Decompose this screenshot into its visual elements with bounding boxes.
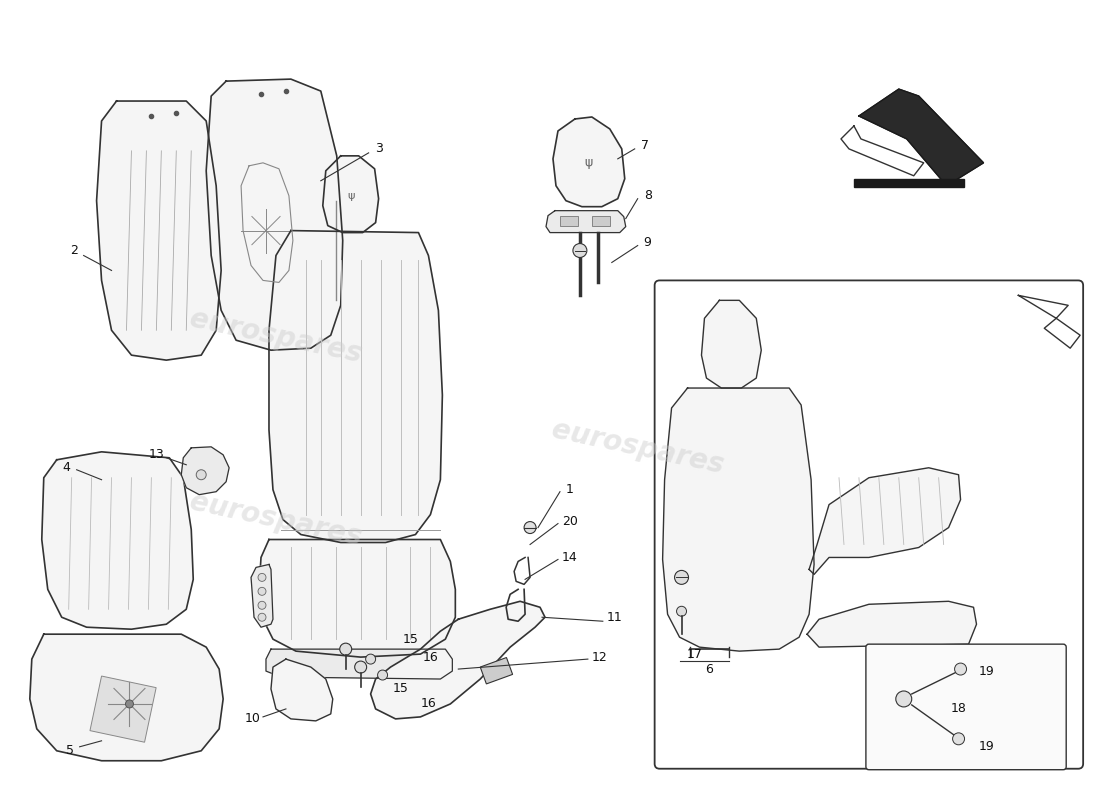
- Circle shape: [895, 691, 912, 707]
- Polygon shape: [702, 300, 761, 388]
- Polygon shape: [30, 634, 223, 761]
- Text: ψ: ψ: [346, 190, 354, 201]
- Polygon shape: [251, 565, 273, 627]
- Circle shape: [573, 243, 587, 258]
- Circle shape: [258, 587, 266, 595]
- Polygon shape: [266, 649, 452, 679]
- Polygon shape: [810, 468, 960, 574]
- Bar: [90, 676, 156, 742]
- Text: 20: 20: [562, 515, 578, 528]
- Polygon shape: [553, 117, 625, 206]
- Circle shape: [955, 663, 967, 675]
- Text: eurospares: eurospares: [187, 304, 365, 368]
- Text: 15: 15: [403, 633, 418, 646]
- Text: 1: 1: [566, 483, 574, 496]
- Text: eurospares: eurospares: [549, 416, 726, 480]
- Polygon shape: [206, 79, 343, 350]
- Bar: [560, 216, 578, 226]
- Text: 2: 2: [69, 244, 78, 257]
- Text: 9: 9: [644, 236, 651, 249]
- Text: 18: 18: [950, 702, 967, 715]
- FancyBboxPatch shape: [654, 281, 1084, 769]
- Text: 8: 8: [644, 190, 651, 202]
- Polygon shape: [271, 659, 333, 721]
- Text: 19: 19: [979, 665, 994, 678]
- Text: eurospares: eurospares: [187, 488, 365, 551]
- Circle shape: [258, 602, 266, 610]
- Polygon shape: [322, 156, 378, 233]
- Circle shape: [676, 606, 686, 616]
- Text: 3: 3: [375, 142, 383, 155]
- Text: 5: 5: [66, 744, 74, 758]
- Text: 4: 4: [63, 462, 70, 474]
- Polygon shape: [270, 230, 442, 542]
- Text: 11: 11: [607, 610, 623, 624]
- Circle shape: [674, 570, 689, 584]
- Text: 6: 6: [705, 662, 714, 675]
- Polygon shape: [842, 126, 924, 176]
- Polygon shape: [662, 388, 814, 651]
- Polygon shape: [859, 89, 983, 186]
- Circle shape: [258, 614, 266, 622]
- Circle shape: [340, 643, 352, 655]
- Polygon shape: [371, 602, 544, 719]
- Polygon shape: [1019, 295, 1080, 348]
- Circle shape: [365, 654, 375, 664]
- Polygon shape: [182, 447, 229, 494]
- Bar: [481, 658, 513, 684]
- Circle shape: [258, 574, 266, 582]
- Text: ψ: ψ: [585, 156, 593, 170]
- Bar: [592, 216, 609, 226]
- Text: 16: 16: [422, 650, 438, 664]
- Polygon shape: [97, 101, 221, 360]
- Circle shape: [125, 700, 133, 708]
- Text: 7: 7: [640, 139, 649, 152]
- Text: 10: 10: [245, 712, 261, 726]
- Polygon shape: [546, 210, 626, 233]
- FancyBboxPatch shape: [866, 644, 1066, 770]
- Circle shape: [354, 661, 366, 673]
- Circle shape: [953, 733, 965, 745]
- Polygon shape: [807, 602, 977, 647]
- Text: 14: 14: [562, 551, 578, 564]
- Circle shape: [524, 522, 536, 534]
- Text: 16: 16: [420, 698, 437, 710]
- Text: 15: 15: [393, 682, 408, 695]
- Polygon shape: [258, 539, 455, 657]
- Text: 19: 19: [979, 740, 994, 754]
- Text: 13: 13: [148, 448, 164, 462]
- Text: 17: 17: [686, 648, 703, 661]
- Bar: [854, 178, 964, 186]
- Polygon shape: [42, 452, 194, 630]
- Circle shape: [377, 670, 387, 680]
- Text: 12: 12: [592, 650, 607, 664]
- Circle shape: [196, 470, 206, 480]
